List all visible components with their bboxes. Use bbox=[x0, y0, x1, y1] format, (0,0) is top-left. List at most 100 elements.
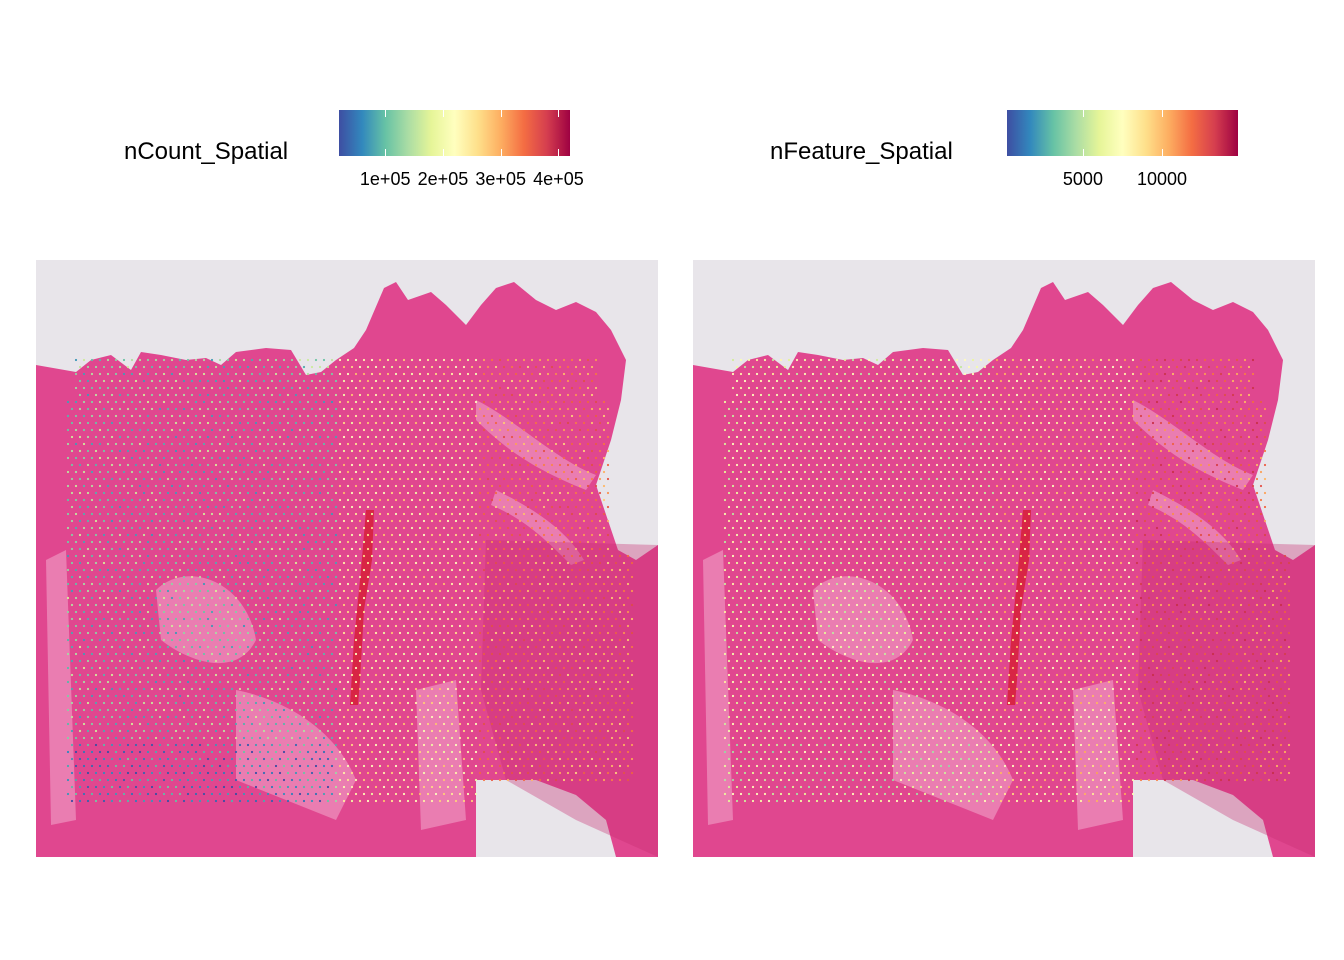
spot bbox=[474, 792, 478, 796]
spot bbox=[735, 407, 739, 411]
spot bbox=[442, 680, 446, 684]
spot bbox=[506, 554, 510, 558]
spot bbox=[394, 400, 398, 404]
spot bbox=[474, 708, 478, 712]
spot bbox=[74, 456, 78, 460]
spot bbox=[362, 722, 366, 726]
spot bbox=[194, 428, 198, 432]
spot bbox=[819, 414, 823, 418]
spot bbox=[194, 386, 198, 390]
spot bbox=[82, 778, 86, 782]
spot bbox=[502, 617, 506, 621]
spot bbox=[518, 519, 522, 523]
spot bbox=[350, 449, 354, 453]
spot bbox=[370, 512, 374, 516]
spot bbox=[891, 400, 895, 404]
spot bbox=[418, 400, 422, 404]
spot bbox=[494, 491, 498, 495]
spot bbox=[126, 743, 130, 747]
spot bbox=[158, 561, 162, 565]
spot bbox=[498, 750, 502, 754]
spot bbox=[218, 596, 222, 600]
spot bbox=[342, 687, 346, 691]
spot bbox=[74, 610, 78, 614]
spot bbox=[478, 491, 482, 495]
spot bbox=[614, 659, 618, 663]
spot bbox=[342, 435, 346, 439]
spot bbox=[867, 372, 871, 376]
spot bbox=[262, 771, 266, 775]
spot bbox=[598, 771, 602, 775]
spot bbox=[74, 736, 78, 740]
spot bbox=[330, 652, 334, 656]
spot bbox=[142, 463, 146, 467]
spot bbox=[530, 400, 534, 404]
spot bbox=[610, 778, 614, 782]
spot bbox=[362, 428, 366, 432]
spot bbox=[362, 540, 366, 544]
spot bbox=[594, 778, 598, 782]
spot bbox=[206, 729, 210, 733]
spot bbox=[198, 589, 202, 593]
spot bbox=[374, 589, 378, 593]
spot bbox=[78, 617, 82, 621]
spot bbox=[446, 659, 450, 663]
spot bbox=[554, 456, 558, 460]
spot bbox=[166, 379, 170, 383]
spot bbox=[274, 722, 278, 726]
spot bbox=[618, 610, 622, 614]
spot bbox=[106, 694, 110, 698]
spot bbox=[558, 617, 562, 621]
spot bbox=[134, 365, 138, 369]
spot bbox=[466, 358, 470, 362]
spot bbox=[438, 491, 442, 495]
spot bbox=[106, 736, 110, 740]
spot bbox=[506, 386, 510, 390]
spot bbox=[550, 379, 554, 383]
spot bbox=[594, 666, 598, 670]
spot bbox=[338, 792, 342, 796]
spot bbox=[991, 393, 995, 397]
spot bbox=[606, 449, 610, 453]
spot bbox=[478, 729, 482, 733]
spot bbox=[550, 533, 554, 537]
spot bbox=[482, 666, 486, 670]
spot bbox=[626, 764, 630, 768]
spot bbox=[374, 785, 378, 789]
spot bbox=[550, 547, 554, 551]
spot bbox=[446, 687, 450, 691]
spot bbox=[310, 575, 314, 579]
tick-label: 10000 bbox=[1137, 169, 1188, 189]
spot bbox=[338, 554, 342, 558]
spot bbox=[190, 463, 194, 467]
spot bbox=[366, 575, 370, 579]
spot bbox=[242, 414, 246, 418]
spot bbox=[386, 358, 390, 362]
spot bbox=[562, 400, 566, 404]
spot bbox=[262, 617, 266, 621]
spot bbox=[66, 554, 70, 558]
spot bbox=[987, 372, 991, 376]
spot bbox=[330, 680, 334, 684]
spot bbox=[422, 799, 426, 803]
spot bbox=[478, 659, 482, 663]
spot bbox=[406, 421, 410, 425]
spot bbox=[530, 624, 534, 628]
spot bbox=[490, 708, 494, 712]
spot bbox=[1203, 400, 1207, 404]
spot bbox=[198, 379, 202, 383]
spot bbox=[474, 624, 478, 628]
spot bbox=[450, 792, 454, 796]
spot bbox=[106, 568, 110, 572]
spot bbox=[258, 680, 262, 684]
spot bbox=[414, 799, 418, 803]
spot bbox=[510, 743, 514, 747]
spot bbox=[550, 365, 554, 369]
spot bbox=[74, 400, 78, 404]
spot bbox=[574, 505, 578, 509]
spot bbox=[110, 449, 114, 453]
spot bbox=[602, 470, 606, 474]
spot bbox=[963, 386, 967, 390]
spot bbox=[146, 638, 150, 642]
spot bbox=[899, 386, 903, 390]
